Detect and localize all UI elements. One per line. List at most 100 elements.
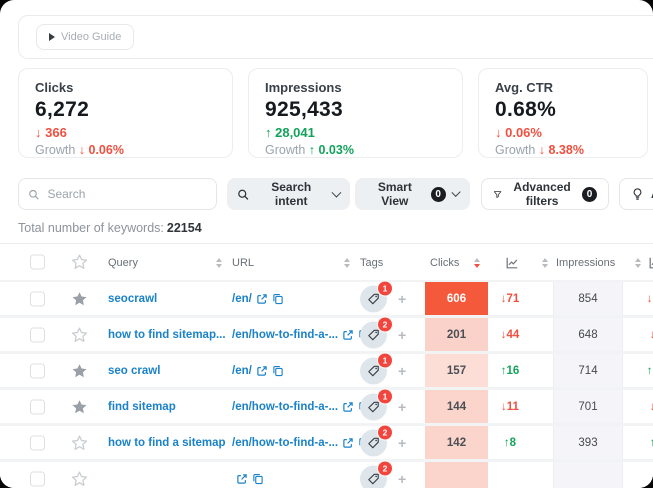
query-link[interactable]: find sitemap (108, 400, 176, 413)
star-header-icon[interactable] (71, 254, 88, 271)
keywords-total-count: 22154 (166, 221, 202, 235)
advanced-filters-button[interactable]: Advanced filters 0 (481, 178, 609, 210)
external-link-icon[interactable] (236, 473, 248, 485)
tag-chip[interactable]: 1 (360, 352, 393, 384)
stat-label: Avg. CTR (495, 80, 554, 95)
select-all-checkbox[interactable] (30, 254, 45, 270)
chart-column-icon[interactable] (505, 244, 519, 281)
copy-icon[interactable] (272, 365, 284, 377)
copy-icon[interactable] (252, 473, 264, 485)
url-link[interactable]: /en/how-to-find-a-... (232, 328, 339, 341)
clicks-delta: ↓11 (501, 400, 519, 413)
copy-icon[interactable] (272, 293, 284, 305)
clicks-cell: 142 (425, 426, 488, 459)
tag-chip[interactable]: 2 (360, 460, 393, 488)
url-link[interactable]: /en/how-to-find-a-... (232, 400, 339, 413)
star-outline-icon[interactable] (71, 434, 88, 451)
row-checkbox[interactable] (30, 471, 45, 486)
url-cell (232, 462, 264, 488)
table-row: how to find sitemap... /en/how-to-find-a… (0, 316, 653, 351)
query-link[interactable]: how to find sitemap... (108, 328, 226, 341)
url-link[interactable]: /en/how-to-find-a-... (232, 436, 339, 449)
tag-chip[interactable]: 1 (360, 388, 393, 420)
impressions-delta: ↑5 (649, 436, 653, 449)
impressions-cell: 854 (553, 282, 623, 315)
column-header-query[interactable]: Query (108, 256, 138, 269)
tag-icon (368, 437, 379, 448)
stat-growth: Growth ↓ 8.38% (495, 143, 584, 157)
row-checkbox[interactable] (30, 291, 45, 306)
keywords-total-label: Total number of keywords: (18, 221, 164, 235)
impressions-cell (553, 462, 623, 488)
tag-count-badge: 2 (377, 460, 393, 476)
smart-view-dropdown[interactable]: Smart View 0 (355, 178, 470, 210)
stat-growth: Growth ↑ 0.03% (265, 143, 354, 157)
video-guide-section: Video Guide (18, 15, 653, 59)
impressions-delta: ↓12 (646, 292, 653, 305)
column-header-impressions[interactable]: Impressions (556, 256, 616, 269)
row-checkbox[interactable] (30, 435, 45, 450)
add-tag-button[interactable]: + (398, 362, 407, 379)
row-checkbox[interactable] (30, 399, 45, 414)
tag-chip[interactable]: 2 (360, 316, 393, 348)
sort-clicks-active-desc[interactable] (468, 244, 480, 281)
query-link[interactable]: seocrawl (108, 292, 158, 305)
star-outline-icon[interactable] (71, 470, 88, 487)
external-link-icon[interactable] (342, 329, 354, 341)
ai-suggestions-button[interactable]: A (619, 178, 653, 210)
external-link-icon[interactable] (342, 401, 354, 413)
add-tag-button[interactable]: + (398, 398, 407, 415)
url-link[interactable]: /en/ (232, 292, 252, 305)
sort-url[interactable] (338, 244, 350, 281)
table-row: 2 + (0, 460, 653, 488)
external-link-icon[interactable] (342, 437, 354, 449)
stat-delta: ↑ 28,041 (265, 125, 315, 140)
tag-count-badge: 1 (377, 352, 393, 368)
add-tag-button[interactable]: + (398, 290, 407, 307)
query-link[interactable]: seo crawl (108, 364, 161, 377)
star-filled-icon[interactable] (71, 290, 88, 307)
impressions-cell: 714 (553, 354, 623, 387)
chart-column-icon[interactable] (648, 244, 653, 281)
stat-value: 0.68% (495, 98, 557, 121)
add-tag-button[interactable]: + (398, 434, 407, 451)
url-link[interactable]: /en/ (232, 364, 252, 377)
row-checkbox[interactable] (30, 363, 45, 378)
row-checkbox[interactable] (30, 327, 45, 342)
column-header-tags[interactable]: Tags (360, 256, 384, 269)
impressions-delta: ↓5 (649, 328, 653, 341)
external-link-icon[interactable] (256, 293, 268, 305)
clicks-delta: ↓71 (500, 292, 520, 305)
query-link[interactable]: how to find a sitemap (108, 436, 226, 449)
sort-clicks-trend[interactable] (536, 244, 548, 281)
external-link-icon[interactable] (256, 365, 268, 377)
sort-query[interactable] (210, 244, 222, 281)
star-filled-icon[interactable] (71, 398, 88, 415)
play-icon (49, 33, 55, 41)
sort-impressions[interactable] (629, 244, 641, 281)
add-tag-button[interactable]: + (398, 326, 407, 343)
keywords-total: Total number of keywords: 22154 (18, 221, 202, 235)
star-outline-icon[interactable] (71, 326, 88, 343)
filter-bar: Search intent Smart View 0 Advanced filt… (0, 178, 653, 210)
search-input[interactable] (45, 186, 207, 202)
stat-value: 6,272 (35, 98, 90, 121)
url-cell: /en/how-to-find-a-... (232, 318, 370, 351)
tag-chip[interactable]: 1 (360, 280, 393, 312)
column-header-url[interactable]: URL (232, 256, 255, 269)
search-intent-dropdown[interactable]: Search intent (227, 178, 350, 210)
clicks-cell: 606 (425, 282, 488, 315)
search-icon (238, 189, 249, 200)
tag-chip[interactable]: 2 (360, 424, 393, 456)
clicks-delta: ↑16 (500, 364, 520, 377)
table-header: Query URL Tags Clicks Impressions (0, 243, 653, 281)
video-guide-button[interactable]: Video Guide (36, 24, 135, 50)
chevron-down-icon (331, 187, 342, 198)
funnel-icon (493, 190, 502, 198)
column-header-clicks[interactable]: Clicks (430, 256, 460, 269)
star-filled-icon[interactable] (71, 362, 88, 379)
add-tag-button[interactable]: + (398, 470, 407, 487)
lightbulb-icon (633, 188, 642, 200)
chevron-down-icon (451, 187, 461, 198)
stats-row: Clicks 6,272 ↓ 366 Growth ↓ 0.06% Impres… (18, 68, 648, 158)
